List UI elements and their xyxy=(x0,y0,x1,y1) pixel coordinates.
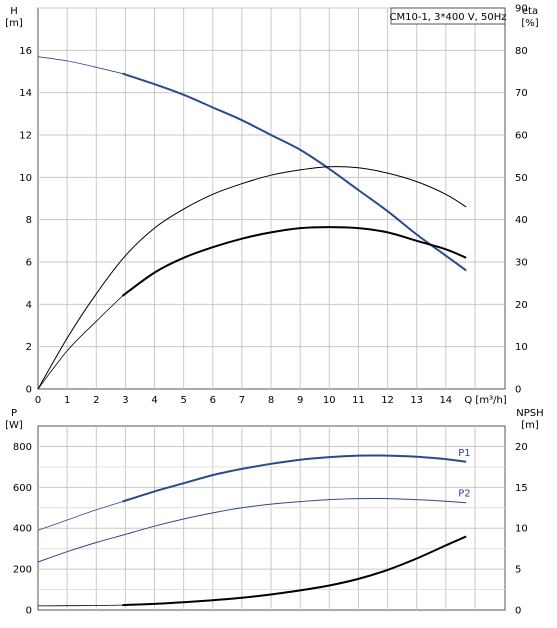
y-left-axis-title: H xyxy=(10,6,18,17)
series-1-1-line-thin xyxy=(37,56,123,74)
y-left-tick-label: 8 xyxy=(26,215,32,226)
x-tick-label: 2 xyxy=(93,395,99,406)
y-left-tick-label: 400 xyxy=(13,524,32,535)
x-tick-label: 4 xyxy=(151,395,157,406)
y-right-tick-label: 5 xyxy=(515,565,521,576)
series-2-3-line-bold xyxy=(122,535,467,607)
series-p1-label: P1 xyxy=(458,448,470,459)
y-left-tick-label: 4 xyxy=(26,300,32,311)
y-right-tick-label: 90 xyxy=(515,4,528,15)
y-left-axis-title: P xyxy=(11,408,17,419)
series-1-3-line-bold xyxy=(121,226,467,297)
x-tick-label: 12 xyxy=(381,395,394,406)
x-tick-label: 14 xyxy=(439,395,452,406)
y-left-tick-label: 6 xyxy=(26,258,32,269)
y-right-tick-label: 15 xyxy=(515,483,528,494)
series-1-1-line-bold xyxy=(122,72,467,272)
y-left-tick-label: 0 xyxy=(26,385,32,396)
series-p1-line-thin xyxy=(37,501,123,531)
y-left-tick-label: 10 xyxy=(19,173,32,184)
y-right-axis-title: eta xyxy=(522,6,538,17)
y-right-tick-label: 0 xyxy=(515,385,521,396)
y-right-axis-unit: [m] xyxy=(521,420,539,431)
series-p2-label: P2 xyxy=(458,489,470,500)
y-right-tick-label: 30 xyxy=(515,258,528,269)
y-right-tick-label: 40 xyxy=(515,215,528,226)
y-right-tick-label: 10 xyxy=(515,342,528,353)
x-tick-label: 1 xyxy=(64,395,70,406)
x-tick-label: 9 xyxy=(297,395,303,406)
y-left-tick-label: 16 xyxy=(19,46,32,57)
y-right-tick-label: 20 xyxy=(515,442,528,453)
y-right-tick-label: 0 xyxy=(515,606,521,617)
chart-panel-2: 0 200 400 600 800 0 5 10 15 20 P[W] NPSH[m] P1 P2 xyxy=(5,408,544,617)
x-tick-label: 10 xyxy=(323,395,336,406)
x-tick-label: 7 xyxy=(239,395,245,406)
y-left-tick-label: 200 xyxy=(13,565,32,576)
y-right-tick-label: 70 xyxy=(515,88,528,99)
y-right-tick-label: 60 xyxy=(515,131,528,142)
y-right-tick-label: 80 xyxy=(515,46,528,57)
x-tick-label: 6 xyxy=(210,395,216,406)
y-left-axis-unit: [W] xyxy=(5,420,23,431)
x-tick-label: 13 xyxy=(410,395,423,406)
y-left-tick-label: 0 xyxy=(26,606,32,617)
y-left-tick-label: 600 xyxy=(13,483,32,494)
x-axis-label: Q [m³/h] xyxy=(464,395,506,406)
x-tick-label: 3 xyxy=(122,395,128,406)
y-left-axis-unit: [m] xyxy=(5,18,23,29)
y-right-axis-title: NPSH xyxy=(516,408,543,419)
series-1-2-line xyxy=(37,166,467,390)
series-1-3-line-thin xyxy=(37,295,123,390)
y-right-tick-label: 10 xyxy=(515,524,528,535)
y-left-tick-label: 800 xyxy=(13,442,32,453)
y-right-tick-label: 20 xyxy=(515,300,528,311)
series-p2-line xyxy=(37,497,467,563)
y-right-axis-unit: [%] xyxy=(521,18,538,29)
chart-panel-1: 02468101214160102030405060708090H[m]eta[… xyxy=(5,4,539,407)
series-p1-line-bold xyxy=(122,454,467,503)
legend-text: CM10-1, 3*400 V, 50Hz xyxy=(390,12,507,23)
legend-box xyxy=(390,7,506,25)
series-2-3-line-thin xyxy=(37,604,123,607)
x-tick-label: 0 xyxy=(35,395,41,406)
y-left-tick-label: 14 xyxy=(19,88,32,99)
x-tick-label: 5 xyxy=(180,395,186,406)
y-right-tick-label: 50 xyxy=(515,173,528,184)
y-left-tick-label: 12 xyxy=(19,131,32,142)
x-tick-label: 11 xyxy=(352,395,365,406)
x-tick-label: 8 xyxy=(268,395,274,406)
y-left-tick-label: 2 xyxy=(26,342,32,353)
